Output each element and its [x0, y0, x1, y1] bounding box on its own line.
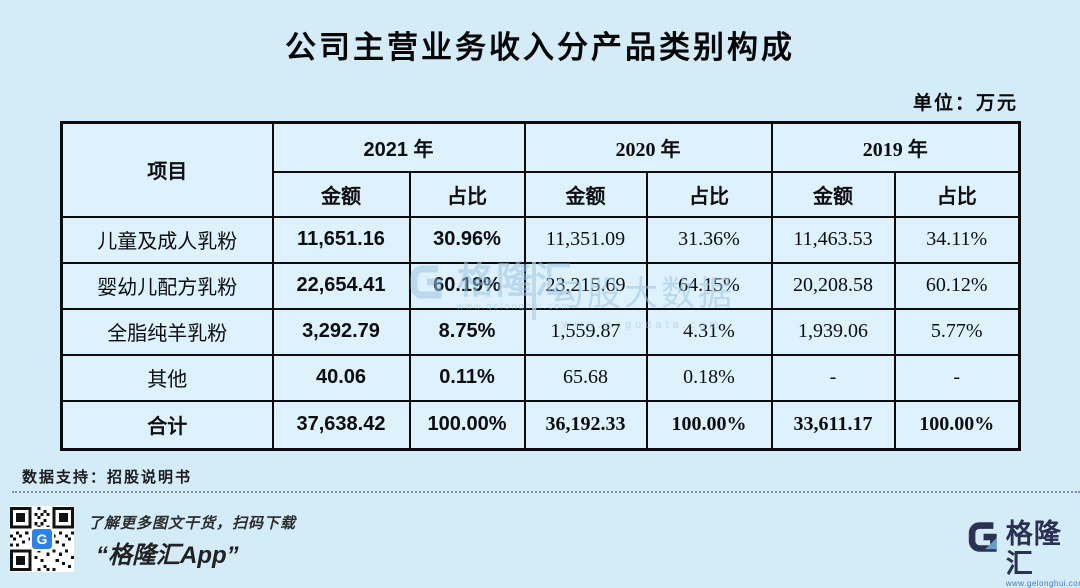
- item-cell: 其他: [60, 353, 274, 402]
- item-column-header: 项目: [60, 121, 274, 218]
- ratio-cell: -: [893, 353, 1021, 402]
- amount-cell: 36,192.33: [523, 399, 648, 451]
- ratio-cell: 30.96%: [408, 215, 526, 264]
- gelonghui-logo-icon: [968, 522, 997, 552]
- amount-cell: 1,939.06: [770, 307, 896, 356]
- qr-code: G: [10, 506, 74, 572]
- table-row: 婴幼儿配方乳粉 22,654.41 60.19% 23,215.69 64.15…: [60, 261, 1021, 310]
- ratio-cell: 4.31%: [645, 307, 773, 356]
- ratio-header-2019: 占比: [893, 170, 1021, 218]
- ratio-cell: 0.18%: [645, 353, 773, 402]
- amount-cell: 23,215.69: [523, 261, 648, 310]
- amount-header-2020: 金额: [523, 170, 648, 218]
- ratio-cell: 0.11%: [408, 353, 526, 402]
- amount-cell: 20,208.58: [770, 261, 896, 310]
- ratio-header-2020: 占比: [645, 170, 773, 218]
- amount-cell: 11,651.16: [271, 215, 411, 264]
- amount-cell: 3,292.79: [271, 307, 411, 356]
- brand-url: www.gelonghui.com: [1005, 579, 1080, 588]
- amount-header-2019: 金额: [770, 170, 896, 218]
- item-cell: 儿童及成人乳粉: [60, 215, 274, 264]
- amount-header-2021: 金额: [271, 170, 411, 218]
- table-row: 全脂纯羊乳粉 3,292.79 8.75% 1,559.87 4.31% 1,9…: [60, 307, 1021, 356]
- amount-cell: 1,559.87: [523, 307, 648, 356]
- amount-cell: 33,611.17: [770, 399, 896, 451]
- ratio-cell: 8.75%: [408, 307, 526, 356]
- gelonghui-logo: 格隆汇 www.gelonghui.com: [968, 519, 1080, 588]
- year-header-2020: 2020 年: [523, 121, 773, 173]
- ratio-cell: 60.19%: [408, 261, 526, 310]
- amount-cell: 11,463.53: [770, 215, 896, 264]
- qr-center-logo: G: [30, 527, 54, 551]
- table-header-years: 项目 2021 年 2020 年 2019 年: [60, 121, 1021, 218]
- source-note: 数据支持：招股说明书: [22, 469, 193, 486]
- ratio-cell: 60.12%: [893, 261, 1021, 310]
- year-header-2019: 2019 年: [770, 121, 1021, 173]
- ratio-header-2021: 占比: [408, 170, 526, 218]
- amount-cell: 37,638.42: [271, 399, 411, 451]
- footer-app-name: “格隆汇App”: [96, 542, 239, 569]
- item-cell: 合计: [60, 399, 274, 451]
- ratio-cell: 100.00%: [645, 399, 773, 451]
- year-header-2021: 2021 年: [271, 121, 526, 173]
- amount-cell: 11,351.09: [523, 215, 648, 264]
- item-cell: 全脂纯羊乳粉: [60, 307, 274, 356]
- amount-cell: 40.06: [271, 353, 411, 402]
- ratio-cell: 5.77%: [893, 307, 1021, 356]
- table-row: 儿童及成人乳粉 11,651.16 30.96% 11,351.09 31.36…: [60, 215, 1021, 264]
- ratio-cell: 64.15%: [645, 261, 773, 310]
- amount-cell: 65.68: [523, 353, 648, 402]
- revenue-table: 项目 2021 年 2020 年 2019 年 金额 占比 金额 占比 金额 占…: [60, 121, 1021, 451]
- dotted-separator: [12, 491, 1080, 493]
- ratio-cell: 100.00%: [893, 399, 1021, 451]
- table-row: 其他 40.06 0.11% 65.68 0.18% - -: [60, 353, 1021, 402]
- table-header-subcolumns: 金额 占比 金额 占比 金额 占比: [62, 170, 1021, 218]
- page-title: 公司主营业务收入分产品类别构成: [285, 30, 795, 65]
- ratio-cell: 100.00%: [408, 399, 526, 451]
- item-cell: 婴幼儿配方乳粉: [60, 261, 274, 310]
- brand-name: 格隆汇: [1005, 519, 1062, 579]
- amount-cell: -: [770, 353, 896, 402]
- footer-tagline: 了解更多图文干货，扫码下载: [88, 515, 297, 532]
- amount-cell: 22,654.41: [271, 261, 411, 310]
- ratio-cell: 34.11%: [893, 215, 1021, 264]
- unit-label: 单位：万元: [912, 93, 1018, 114]
- table-total-row: 合计 37,638.42 100.00% 36,192.33 100.00% 3…: [60, 399, 1021, 451]
- ratio-cell: 31.36%: [645, 215, 773, 264]
